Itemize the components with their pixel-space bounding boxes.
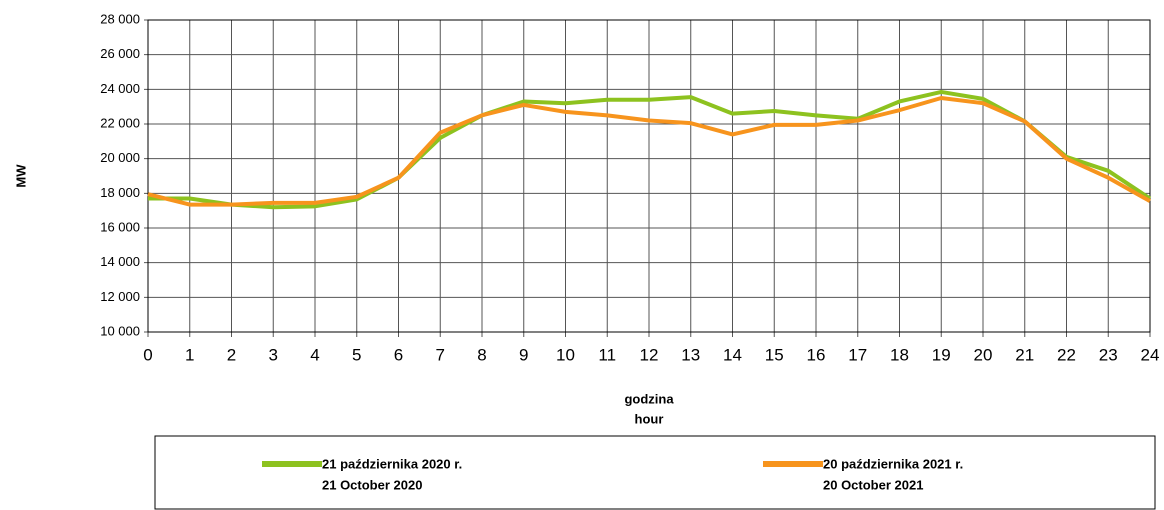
series-line [148,89,1152,210]
x-tick-label: 10 [556,345,575,364]
y-tick-label: 16 000 [100,219,140,234]
y-tick-label: 26 000 [100,46,140,61]
x-tick-label: 24 [1141,345,1160,364]
x-tick-label: 23 [1099,345,1118,364]
x-tick-label: 16 [807,345,826,364]
x-tick-label: 8 [477,345,486,364]
legend-box [154,435,1156,510]
y-tick-label: 12 000 [100,289,140,304]
legend-label-en: 20 October 2021 [823,477,923,492]
x-tick-label: 4 [310,345,319,364]
x-tick-label: 9 [519,345,528,364]
y-tick-label: 18 000 [100,185,140,200]
x-tick-label: 17 [848,345,867,364]
x-tick-label: 5 [352,345,361,364]
x-tick-label: 18 [890,345,909,364]
y-tick-label: 14 000 [100,254,140,269]
y-tick-label: 10 000 [100,323,140,338]
x-axis-label-en: hour [635,411,664,426]
y-tick-label: 20 000 [100,150,140,165]
x-tick-label: 13 [681,345,700,364]
y-axis-label: MW [13,164,28,188]
y-tick-label: 22 000 [100,115,140,130]
x-tick-label: 19 [932,345,951,364]
plot-border [147,19,1151,333]
x-tick-label: 12 [640,345,659,364]
x-tick-label: 20 [974,345,993,364]
x-tick-label: 2 [227,345,236,364]
x-tick-label: 22 [1057,345,1076,364]
x-tick-label: 1 [185,345,194,364]
x-tick-label: 11 [598,345,616,364]
x-tick-label: 7 [436,345,445,364]
x-tick-label: 21 [1015,345,1034,364]
legend-label-en: 21 October 2020 [322,477,422,492]
y-tick-label: 28 000 [100,11,140,26]
x-tick-label: 15 [765,345,784,364]
legend-label: 20 października 2021 r. [823,456,963,471]
legend-label: 21 października 2020 r. [322,456,462,471]
x-tick-label: 6 [394,345,403,364]
x-tick-label: 3 [269,345,278,364]
x-tick-label: 14 [723,345,742,364]
series-line [147,96,1151,207]
y-tick-label: 24 000 [100,81,140,96]
x-axis-label: godzina [624,391,674,406]
x-tick-label: 0 [143,345,152,364]
